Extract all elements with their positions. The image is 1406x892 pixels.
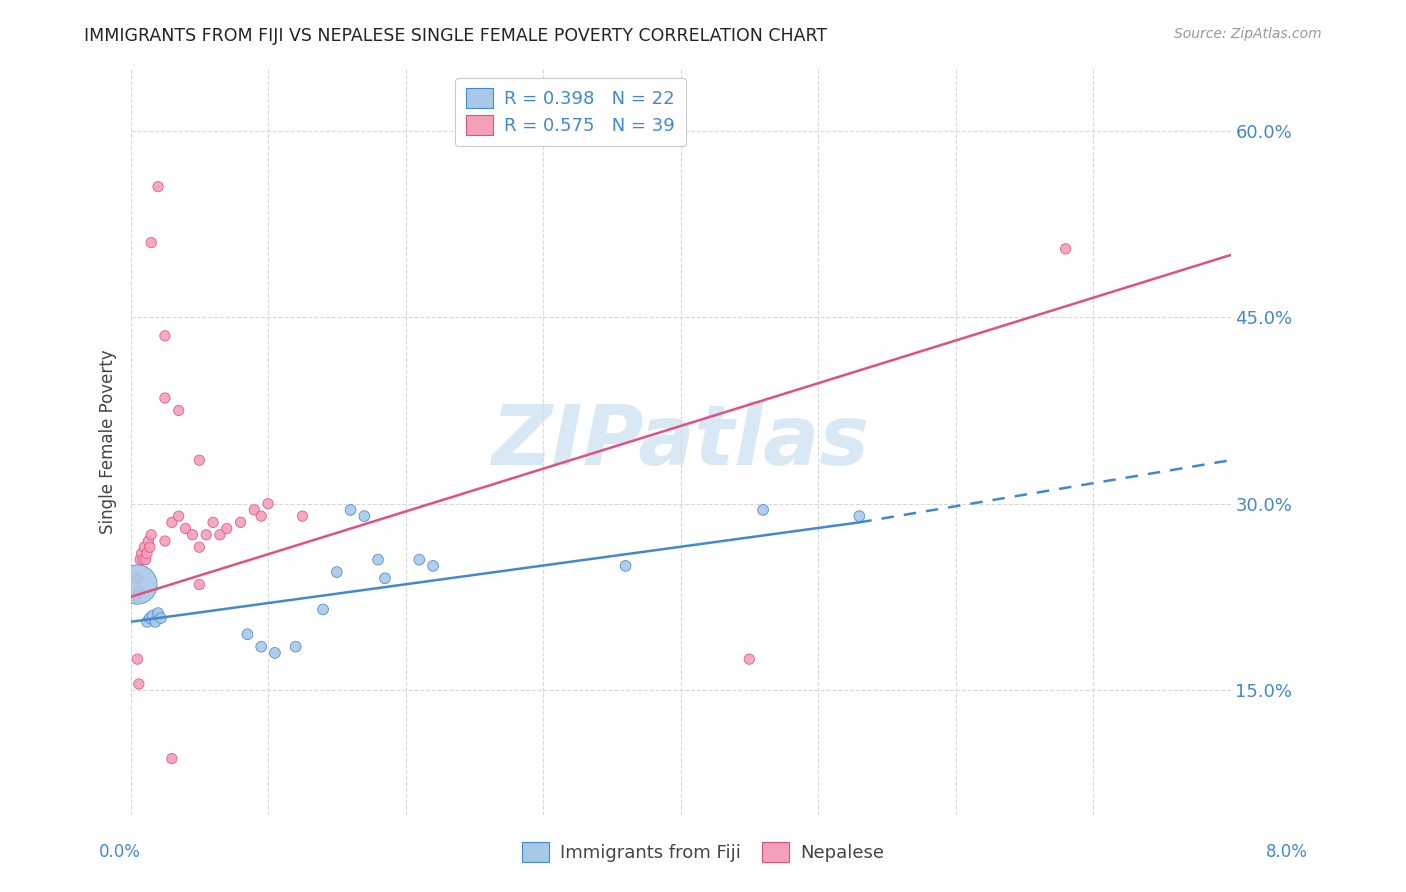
Point [149, 611, 172, 625]
Point [146, 179, 169, 194]
Point [1054, 242, 1077, 256]
Legend: Immigrants from Fiji, Nepalese: Immigrants from Fiji, Nepalese [515, 835, 891, 870]
Point [160, 751, 183, 765]
Point [139, 611, 162, 625]
Point [243, 503, 266, 517]
Text: 8.0%: 8.0% [1265, 843, 1308, 861]
Point [127, 652, 149, 666]
Point [738, 652, 761, 666]
Point [188, 577, 211, 591]
Point [136, 615, 159, 629]
Point [127, 577, 149, 591]
Point [229, 516, 252, 530]
Point [374, 571, 396, 585]
Point [125, 590, 148, 604]
Point [136, 546, 159, 560]
Point [135, 552, 157, 566]
Point [752, 503, 775, 517]
Point [141, 528, 163, 542]
Point [167, 509, 190, 524]
Legend: R = 0.398   N = 22, R = 0.575   N = 39: R = 0.398 N = 22, R = 0.575 N = 39 [456, 78, 686, 146]
Text: IMMIGRANTS FROM FIJI VS NEPALESE SINGLE FEMALE POVERTY CORRELATION CHART: IMMIGRANTS FROM FIJI VS NEPALESE SINGLE … [84, 27, 828, 45]
Point [257, 497, 280, 511]
Point [127, 571, 149, 585]
Point [250, 509, 273, 524]
Point [181, 528, 204, 542]
Point [128, 677, 150, 691]
Point [129, 552, 152, 566]
Point [134, 540, 156, 554]
Text: ZIPatlas: ZIPatlas [492, 401, 869, 482]
Y-axis label: Single Female Poverty: Single Female Poverty [100, 350, 117, 533]
Point [142, 608, 165, 623]
Point [408, 552, 430, 566]
Point [264, 646, 287, 660]
Point [236, 627, 259, 641]
Point [141, 235, 163, 250]
Point [848, 509, 870, 524]
Point [131, 546, 153, 560]
Point [188, 453, 211, 467]
Point [312, 602, 335, 616]
Point [195, 528, 218, 542]
Point [143, 615, 166, 629]
Point [367, 552, 389, 566]
Point [153, 329, 176, 343]
Point [132, 552, 155, 566]
Point [215, 522, 238, 536]
Point [422, 558, 444, 573]
Point [146, 606, 169, 620]
Point [153, 534, 176, 549]
Point [139, 540, 162, 554]
Point [174, 522, 197, 536]
Point [202, 516, 225, 530]
Point [250, 640, 273, 654]
Point [284, 640, 307, 654]
Point [188, 540, 211, 554]
Point [326, 565, 349, 579]
Text: 0.0%: 0.0% [98, 843, 141, 861]
Point [353, 509, 375, 524]
Point [208, 528, 231, 542]
Point [153, 391, 176, 405]
Point [138, 534, 160, 549]
Point [614, 558, 637, 573]
Point [160, 516, 183, 530]
Point [339, 503, 361, 517]
Text: Source: ZipAtlas.com: Source: ZipAtlas.com [1174, 27, 1322, 41]
Point [128, 583, 150, 598]
Point [291, 509, 314, 524]
Point [167, 403, 190, 417]
